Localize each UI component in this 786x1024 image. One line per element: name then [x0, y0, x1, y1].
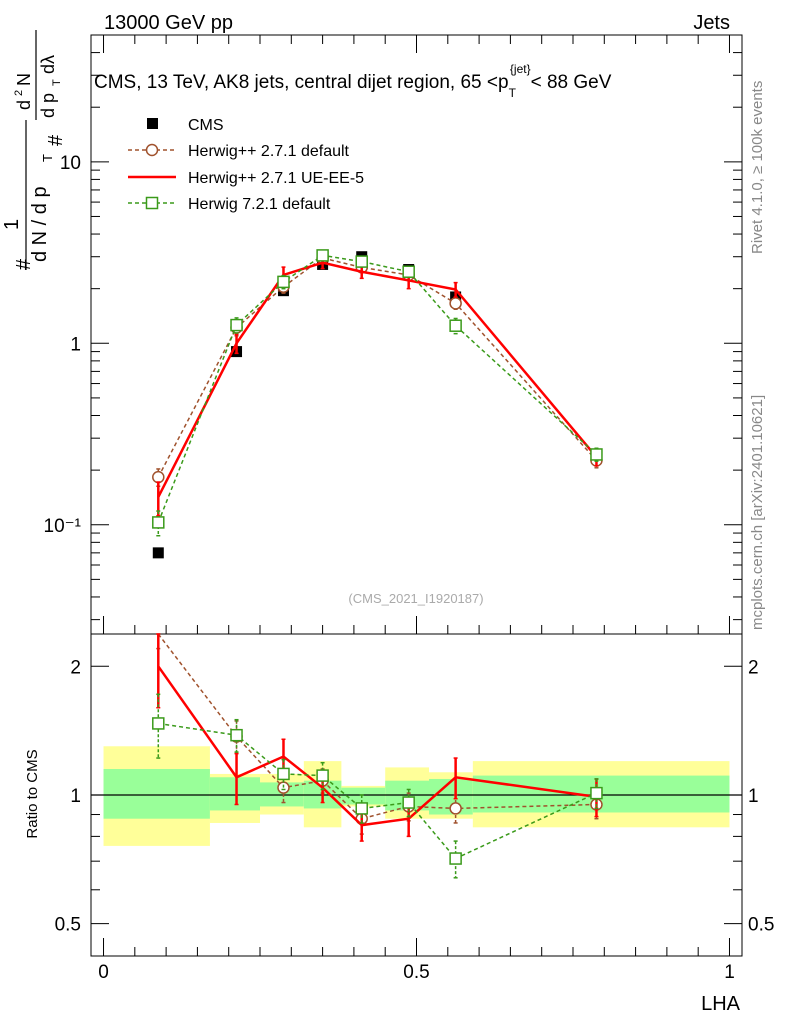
main-point-herwig-7-2-1-default [316, 249, 329, 262]
main-point-herwig-7-2-1-default [402, 265, 415, 278]
ratio-point-herwig-7-2-1-default [277, 767, 290, 781]
cms-data-point [152, 547, 164, 559]
ratio-y-axis-label: Ratio to CMS [24, 749, 41, 838]
ratio-series [152, 633, 603, 879]
ratio-point-herwig-7-2-1-default [590, 786, 603, 800]
ratio-y-tick-label-right: 1 [748, 786, 759, 807]
svg-text:1: 1 [1, 219, 23, 230]
main-point-herwig-7-2-1-default [590, 448, 603, 461]
x-axis-label: LHA [701, 993, 741, 1015]
x-tick-label: 0 [98, 962, 109, 983]
svg-text:T: T [40, 154, 55, 162]
main-point-herwig-7-2-1-default [449, 319, 462, 332]
svg-text:#: # [45, 134, 67, 146]
ratio-uncertainty-bands [91, 746, 742, 846]
main-line-herwig-2-7-1-default [157, 257, 598, 478]
main-line-herwig-7-2-1-default [157, 254, 597, 523]
ratio-point-herwig-2-7-1-default [277, 781, 290, 794]
ratio-y-tick-label: 1 [70, 786, 81, 807]
main-point-herwig-7-2-1-default [355, 255, 368, 268]
main-point-herwig-7-2-1-default [152, 516, 165, 529]
svg-text:d N / d p: d N / d p [29, 186, 51, 262]
ratio-y-tick-label: 2 [70, 657, 81, 678]
svg-text:T: T [51, 79, 63, 86]
main-point-herwig-2-7-1-default [152, 470, 165, 484]
main-line-herwig-2-7-1-ue-ee-5 [157, 261, 598, 498]
legend-marker-herwigpp-default [145, 143, 159, 157]
legend-label-cms: CMS [188, 117, 224, 134]
ratio-y-tick-label-right: 0.5 [748, 915, 774, 936]
chart-title: CMS, 13 TeV, AK8 jets, central dijet reg… [94, 62, 612, 100]
header-left: 13000 GeV pp [104, 12, 233, 34]
ratio-point-herwig-7-2-1-default [402, 796, 415, 809]
mcplots-label: mcplots.cern.ch [arXiv:2401.10621] [749, 395, 766, 630]
legend-label-herwigpp-default: Herwig++ 2.7.1 default [188, 143, 350, 160]
svg-text:#: # [13, 258, 35, 270]
ratio-y-tick-label: 0.5 [55, 915, 81, 936]
legend-marker-herwig7 [145, 196, 159, 210]
ratio-point-herwig-7-2-1-default [316, 769, 329, 782]
legend-label-herwigpp-ueee5: Herwig++ 2.7.1 UE-EE-5 [188, 170, 364, 187]
header-right: Jets [693, 12, 730, 34]
ratio-point-herwig-7-2-1-default [152, 717, 165, 730]
svg-text:d: d [14, 100, 34, 110]
svg-text:dλ: dλ [38, 55, 58, 74]
y-tick-label: 10⁻¹ [44, 516, 82, 537]
ratio-point-herwig-7-2-1-default [230, 728, 243, 742]
band-inner [103, 769, 210, 819]
ratio-line-herwig-2-7-1-ue-ee-5 [157, 665, 597, 827]
y-tick-label: 1 [70, 334, 81, 355]
main-series [152, 249, 603, 559]
legend: CMS Herwig++ 2.7.1 default Herwig++ 2.7.… [128, 117, 364, 213]
ratio-axes: 0 0.5 1 0.5 0.5 1 1 2 2 [55, 657, 775, 983]
svg-text:2: 2 [13, 90, 25, 96]
rivet-label: Rivet 4.1.0, ≥ 100k events [749, 81, 766, 254]
main-point-herwig-7-2-1-default [230, 318, 243, 332]
ratio-point-herwig-7-2-1-default [449, 852, 462, 865]
ratio-point-herwig-2-7-1-default [449, 802, 462, 815]
ratio-y-tick-label-right: 2 [748, 657, 759, 678]
legend-marker-cms [147, 118, 158, 129]
svg-text:N: N [14, 73, 34, 86]
main-y-axis-label: # 1 d N / d p T # d 2 N d p T dλ [1, 30, 67, 270]
main-axes: 10⁻¹ 1 10 [44, 34, 742, 634]
band-inner [209, 777, 261, 811]
svg-text:d p: d p [38, 93, 58, 118]
y-tick-label: 10 [60, 153, 81, 174]
ratio-line-herwig-2-7-1-default [157, 633, 597, 820]
x-tick-label: 0.5 [403, 962, 429, 983]
main-point-herwig-7-2-1-default [277, 275, 290, 289]
legend-label-herwig7: Herwig 7.2.1 default [188, 196, 331, 213]
ratio-line-herwig-7-2-1-default [158, 722, 597, 860]
watermark: (CMS_2021_I1920187) [348, 591, 483, 606]
main-point-herwig-2-7-1-default [449, 297, 462, 310]
ratio-point-herwig-7-2-1-default [355, 802, 368, 815]
x-tick-label: 1 [724, 962, 735, 983]
